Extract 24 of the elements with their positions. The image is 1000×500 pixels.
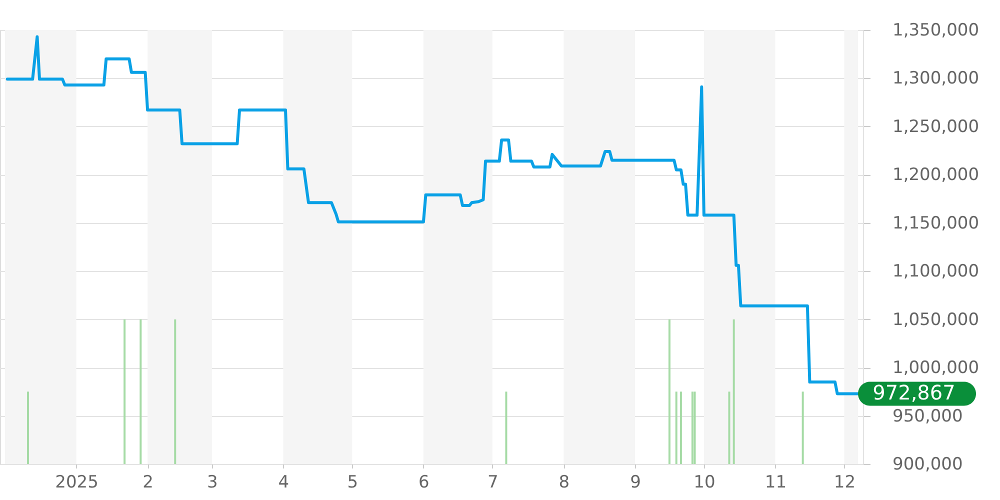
x-tick-label: 8 — [558, 472, 570, 492]
annotation: 972,867 — [872, 380, 956, 405]
y-tick-label: 1,250,000 — [892, 116, 980, 137]
y-tick-label: 1,100,000 — [892, 262, 980, 282]
x-tick-label: 9 — [630, 472, 641, 492]
y-tick-label: 1,050,000 — [892, 310, 980, 330]
y-tick-label: 1,200,000 — [892, 165, 980, 186]
y-tick-label: 900,000 — [892, 454, 963, 474]
y-tick-label: 1,300,000 — [892, 68, 980, 89]
y-tick-label: 950,000 — [892, 406, 963, 426]
x-tick-label: 2025 — [55, 472, 98, 492]
x-tick-label: 10 — [694, 472, 716, 492]
y-tick-label: 1,350,000 — [892, 20, 980, 40]
x-tick-label: 7 — [488, 472, 498, 492]
x-tick-label: 12 — [834, 472, 856, 492]
y-tick-label: 1,000,000 — [892, 358, 980, 378]
x-tick-label: 5 — [347, 472, 358, 492]
x-tick-label: 2 — [142, 472, 154, 492]
x-tick-label: 6 — [418, 472, 430, 492]
x-tick-label: 4 — [278, 472, 290, 492]
line-series — [6, 35, 860, 396]
x-tick-label: 11 — [764, 472, 787, 492]
x-tick-label: 3 — [207, 472, 218, 492]
y-tick-label: 1,150,000 — [892, 213, 980, 234]
